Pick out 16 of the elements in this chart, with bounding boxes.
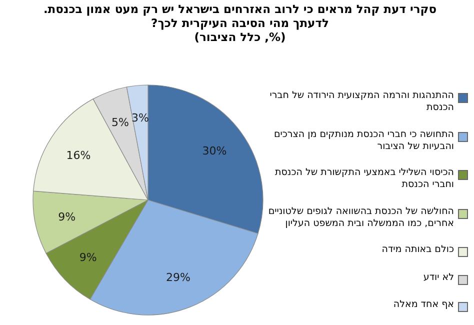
data-label: 9% [58,210,76,224]
data-label: 9% [79,251,97,264]
legend-label: אף אחד מאלה [393,299,454,311]
legend-label: כולם באותה מידה [382,244,454,256]
legend-label: לא יודע [423,272,454,284]
legend-label: התחושה כי חברי הכנסת מנותקים מן הצרכים והבעיות של הציבור [272,128,454,152]
chart-title: סקרי דעת קהל מראים כי לרוב האזרחים בישראל יש רק מעט אמון בכנסת. לדעתך מהי הסיבה העיקרית לכך? [42,2,438,30]
data-label: 5% [111,116,129,129]
data-label: 29% [166,271,190,284]
legend-label: החולשה של הכנסת בהשוואה לגופים שלטוניים אחרים, כמו הממשלה ובית המשפט העליון [268,206,454,230]
data-label: 3% [132,112,150,125]
legend-label: ההתנהגות והרמה המקצועית הירודה של חברי הכנסת [268,90,454,114]
data-label: 16% [66,148,91,162]
data-label: 30% [202,144,227,158]
legend-label: הכיסוי השלילי באמצעי התקשורת של הכנסת וחברי הכנסת [274,167,454,191]
chart-subtitle: (%, כלל הציבור) [193,30,287,44]
